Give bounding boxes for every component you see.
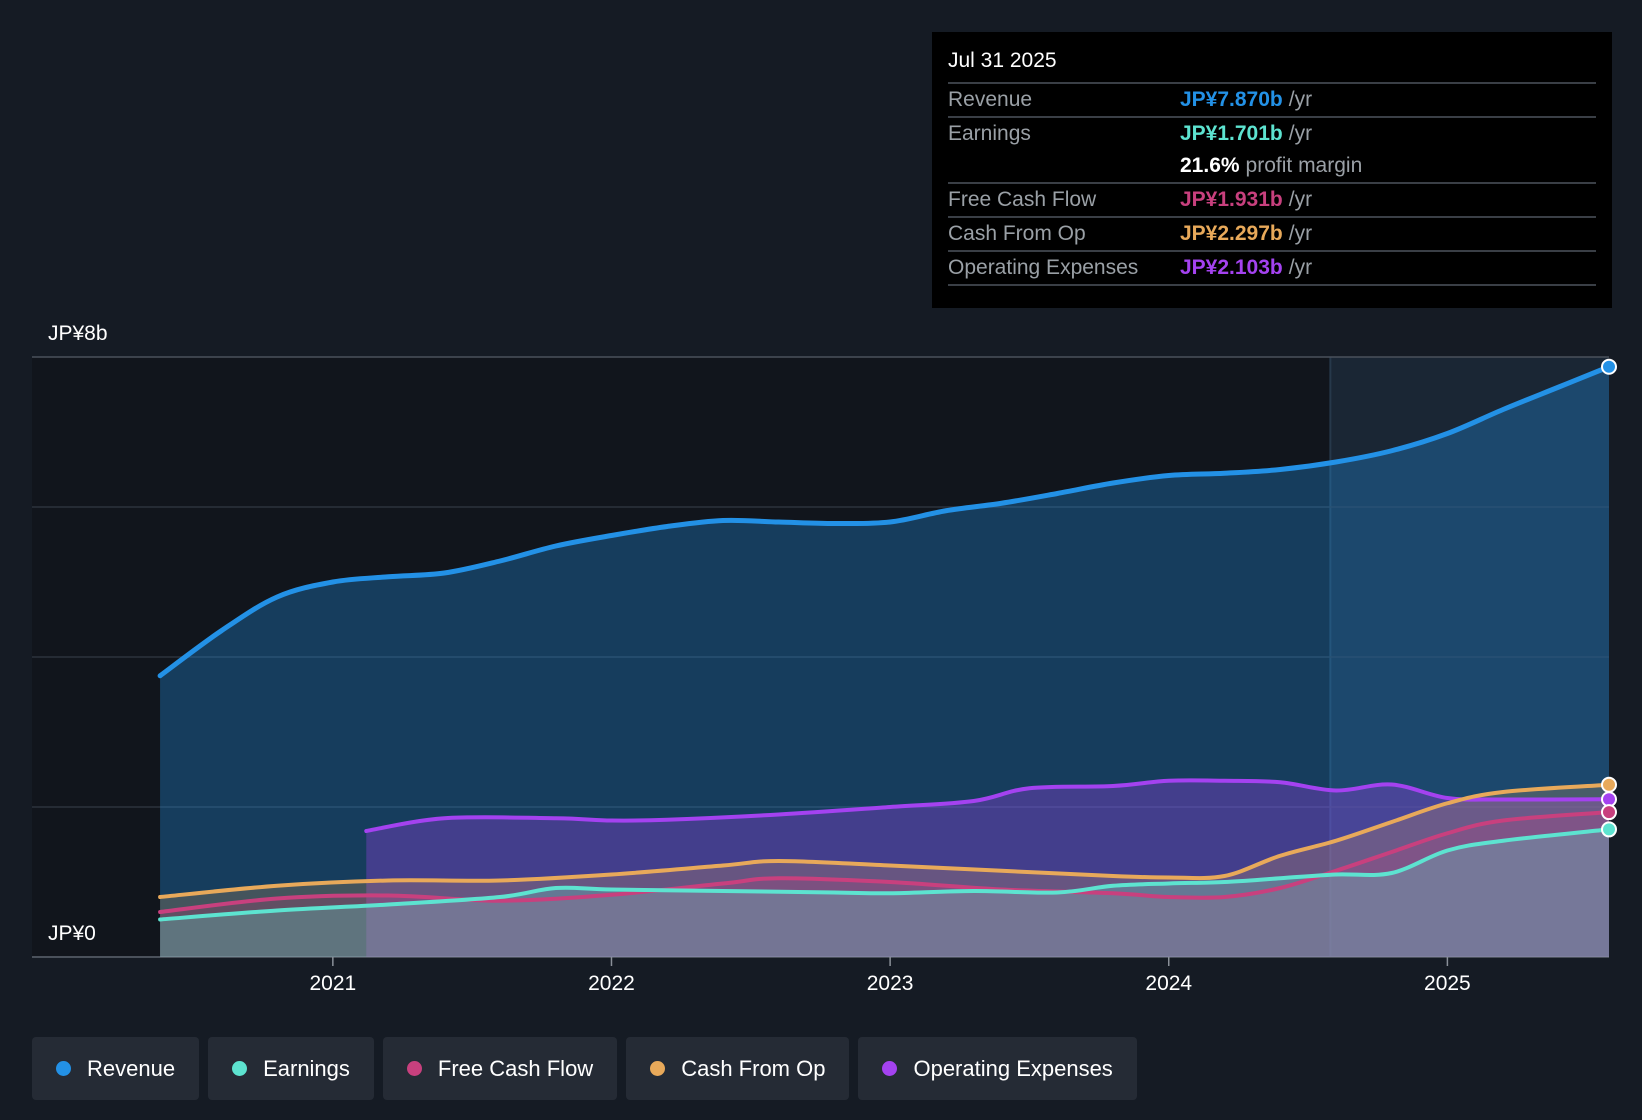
tooltip-row-opex: Operating Expenses JP¥2.103b /yr [948,250,1596,286]
tooltip-fcf-value: JP¥1.931b [1180,188,1283,211]
revenue-line [157,364,1612,679]
legend-item-cash-from-op[interactable]: Cash From Op [626,1037,850,1100]
tooltip-opex-value: JP¥2.103b [1180,256,1283,279]
legend-label: Free Cash Flow [437,1055,594,1081]
tooltip-cfo-value: JP¥2.297b [1180,222,1283,245]
fcf-line [158,810,1611,914]
legend-dot-icon [232,1061,248,1076]
tooltip-margin-label: profit margin [1245,154,1363,177]
cfo-end-dot [1601,776,1617,793]
x-tick-label-2025: 2025 [1424,972,1471,995]
tooltip-revenue-unit: /yr [1288,88,1313,111]
tooltip-panel: Jul 31 2025 Revenue JP¥7.870b /yr Earnin… [932,32,1612,308]
revenue-area [160,366,1610,957]
tooltip-row-fcf: Free Cash Flow JP¥1.931b /yr [948,182,1596,216]
legend-item-operating-expenses[interactable]: Operating Expenses [858,1037,1137,1100]
tooltip-opex-unit: /yr [1288,256,1313,279]
legend-label: Earnings [263,1055,350,1081]
series-end-markers [1601,358,1617,838]
opex-line [364,778,1611,833]
legend-item-earnings[interactable]: Earnings [208,1037,374,1100]
tooltip-opex-label: Operating Expenses [948,256,1139,279]
series-lines [157,364,1612,922]
cfo-line [158,782,1611,899]
x-axis: 2021 2022 2023 2024 2025 [309,957,1471,995]
legend-item-free-cash-flow[interactable]: Free Cash Flow [382,1037,618,1100]
tooltip-cfo-label: Cash From Op [948,222,1086,245]
legend-item-revenue[interactable]: Revenue [32,1037,200,1100]
legend: Revenue Earnings Free Cash Flow Cash Fro… [32,1037,1137,1100]
tooltip-margin-value: 21.6% [1180,154,1240,177]
legend-dot-icon [56,1061,71,1076]
x-tick-label-2024: 2024 [1145,972,1192,995]
x-tick-label-2023: 2023 [867,972,914,995]
gridlines [32,356,1609,958]
fcf-area [160,812,1610,957]
legend-dot-icon [882,1061,898,1076]
legend-label: Operating Expenses [913,1055,1113,1081]
tooltip-revenue-label: Revenue [948,88,1033,111]
tooltip-earnings-label: Earnings [948,122,1031,145]
tooltip-cfo-unit: /yr [1288,222,1313,245]
tooltip-revenue-value: JP¥7.870b [1180,88,1283,111]
tooltip-earnings-unit: /yr [1288,122,1313,145]
earnings-end-dot [1601,821,1617,838]
cfo-area [160,784,1610,957]
revenue-end-dot [1601,358,1617,375]
x-tick-label-2021: 2021 [309,972,356,995]
y-axis-top-label: JP¥8b [48,322,108,345]
fcf-end-dot [1601,804,1617,821]
y-axis-bottom-label: JP¥0 [48,922,96,945]
legend-label: Revenue [87,1055,176,1081]
legend-dot-icon [406,1061,422,1076]
legend-dot-icon [650,1061,666,1076]
tooltip-row-revenue: Revenue JP¥7.870b /yr [948,82,1596,116]
tooltip-fcf-label: Free Cash Flow [948,188,1097,211]
tooltip-row-margin: 21.6% profit margin [948,150,1596,182]
tooltip-earnings-value: JP¥1.701b [1180,122,1283,145]
x-tick-label-2022: 2022 [588,972,635,995]
tooltip-row-cfo: Cash From Op JP¥2.297b /yr [948,216,1596,250]
earnings-area [160,829,1610,957]
tooltip-row-earnings: Earnings JP¥1.701b /yr [948,116,1596,150]
earnings-line [158,827,1611,922]
legend-label: Cash From Op [681,1055,826,1081]
tooltip-date: Jul 31 2025 [948,49,1057,72]
tooltip-fcf-unit: /yr [1288,188,1313,211]
